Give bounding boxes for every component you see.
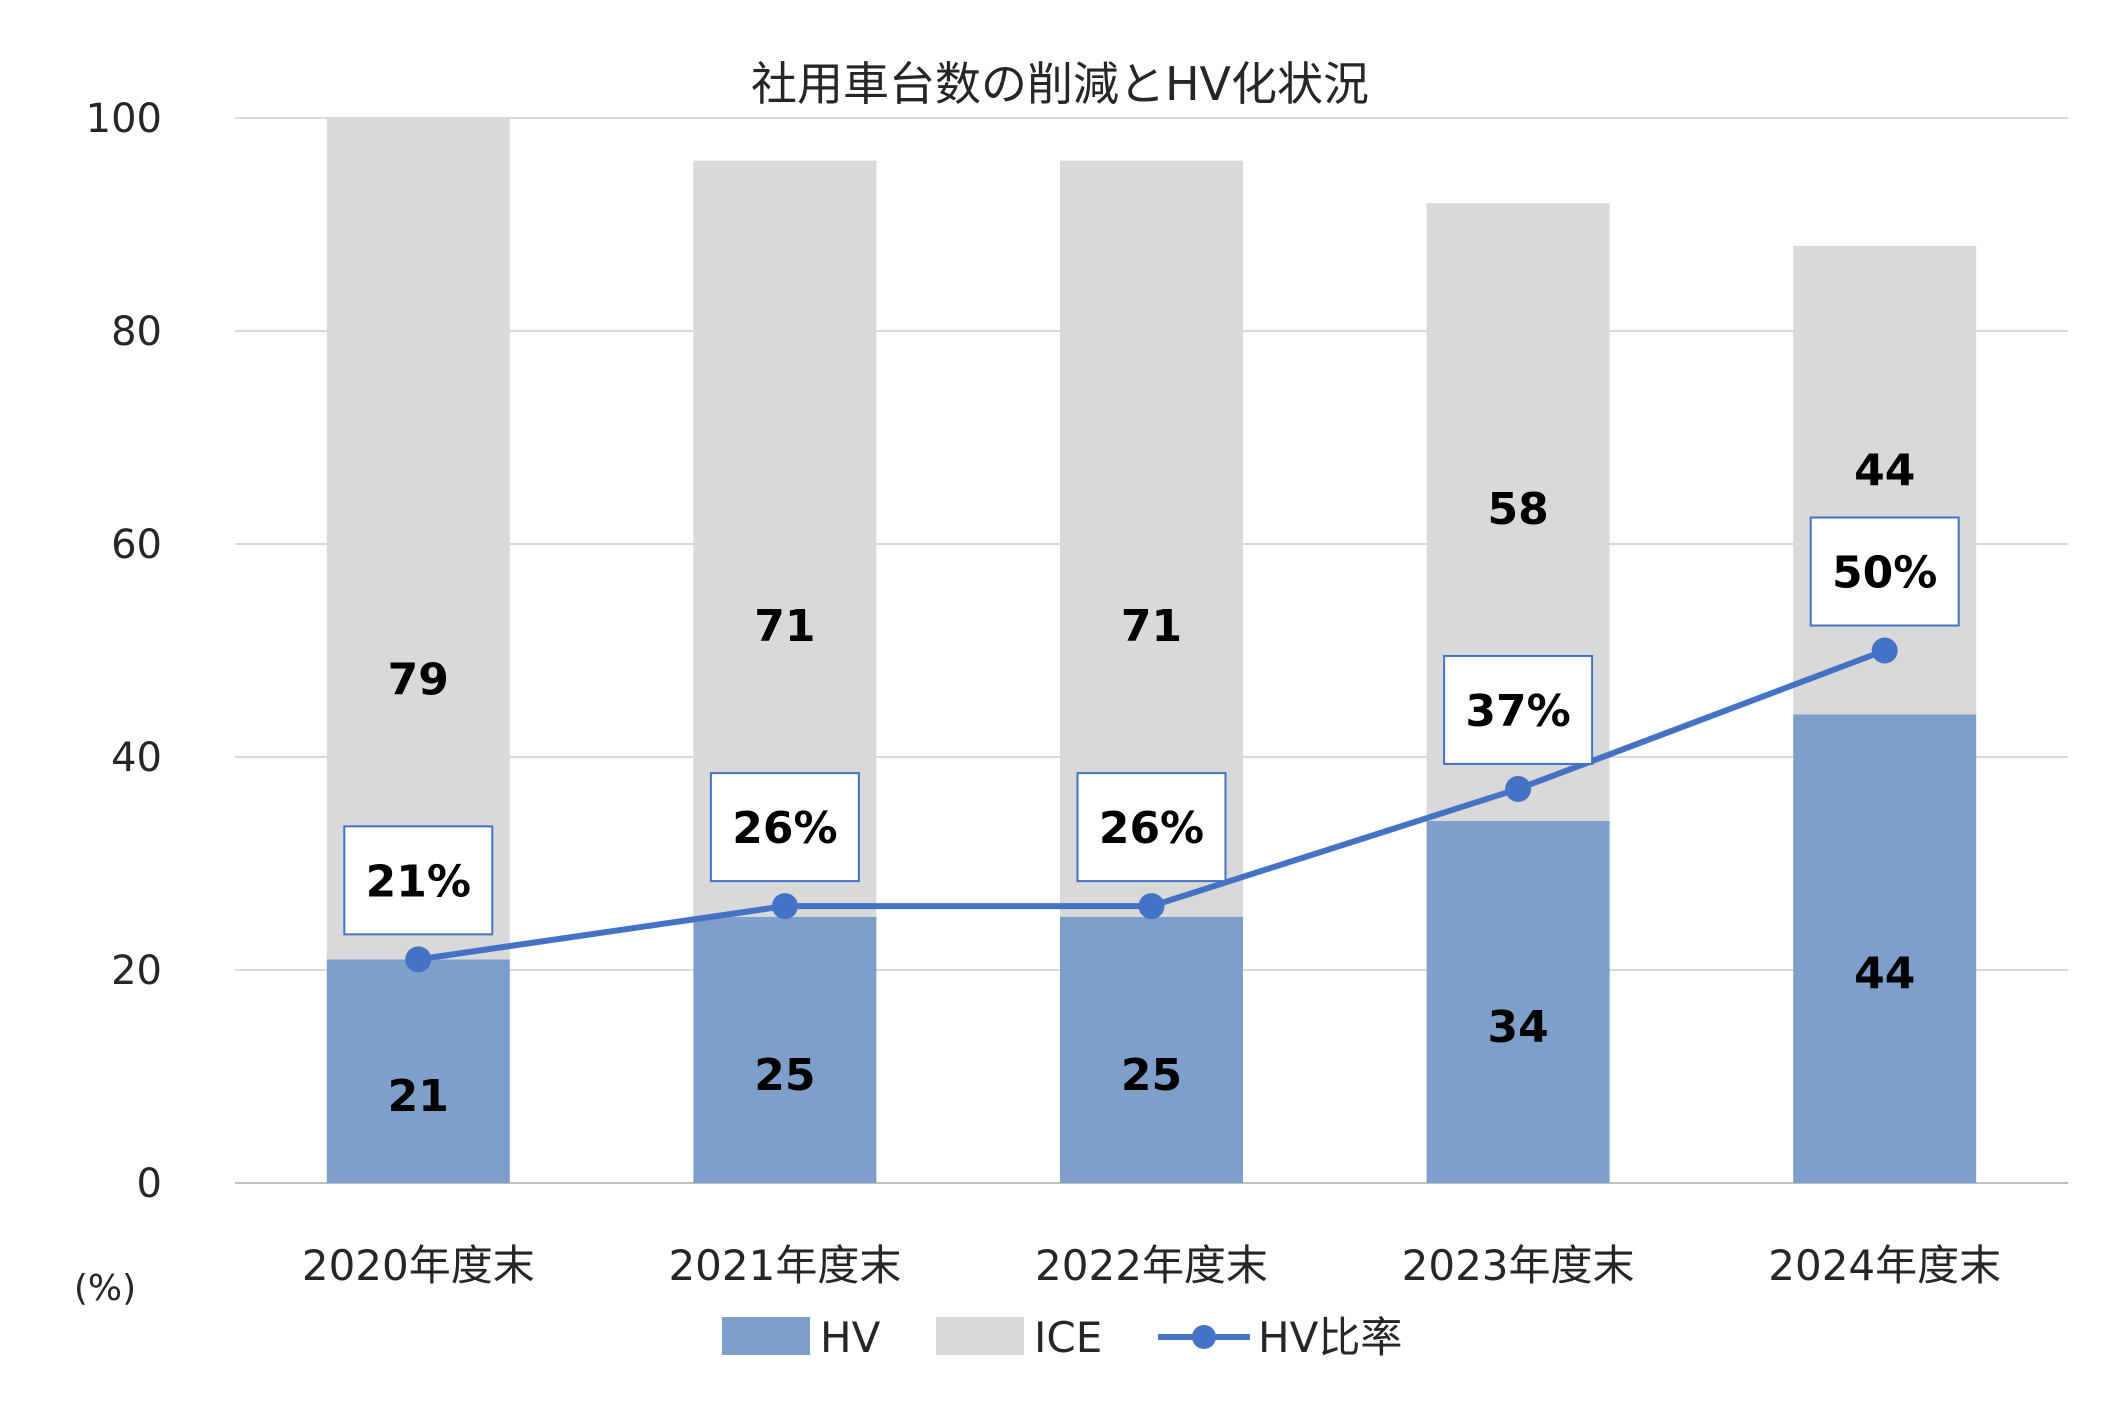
data-label-ice: 71 <box>754 601 815 652</box>
y-tick-label: 40 <box>111 735 162 781</box>
x-tick-label: 2022年度末 <box>1035 1241 1268 1290</box>
data-label-hv-ratio: 26% <box>732 803 837 854</box>
data-label-hv: 34 <box>1487 1002 1548 1053</box>
line-point-hv-ratio <box>1138 893 1165 920</box>
data-label-ice: 71 <box>1121 601 1182 652</box>
bar-ice-4 <box>1793 245 1977 715</box>
data-label-ice: 79 <box>388 654 449 705</box>
ratio-label-box <box>1443 654 1594 765</box>
legend-marker-hv-ratio <box>1192 1325 1216 1349</box>
legend-swatch-hv <box>722 1317 810 1355</box>
axis-layer: 0 20 40 60 80 100 2020年度末 2021年度末 2022年度末 2023年度末… <box>86 96 2002 1290</box>
y-tick-label: 0 <box>137 1161 162 1207</box>
x-tick-label: 2023年度末 <box>1402 1241 1635 1290</box>
y-tick-label: 80 <box>111 309 162 355</box>
data-label-hv: 21 <box>388 1071 449 1122</box>
legend-label-ice: ICE <box>1034 1313 1102 1362</box>
data-label-hv-ratio: 26% <box>1099 803 1204 854</box>
line-point-hv-ratio <box>771 893 798 920</box>
line-point-hv-ratio <box>1871 637 1898 664</box>
bar-hv-1 <box>693 916 877 1183</box>
data-label-ice: 44 <box>1854 446 1915 497</box>
line-layer <box>405 637 1898 973</box>
line-point-hv-ratio <box>1505 775 1532 802</box>
y-tick-label: 60 <box>111 522 162 568</box>
ratio-label-box <box>1076 772 1227 883</box>
bar-hv-0 <box>326 959 510 1183</box>
legend-label-hv: HV <box>820 1313 881 1362</box>
line-point-hv-ratio <box>405 946 432 973</box>
y-axis-unit-label: (%) <box>74 1268 136 1309</box>
x-tick-label: 2024年度末 <box>1768 1241 2001 1290</box>
data-label-hv: 25 <box>1121 1050 1182 1101</box>
data-label-hv-ratio: 21% <box>366 856 471 907</box>
label-layer: 21 79 25 71 25 71 34 58 44 44 21% 26% 26% 37% 50% <box>343 446 1960 1122</box>
bar-hv-3 <box>1426 820 1610 1183</box>
bar-ice-0 <box>326 118 510 960</box>
legend-label-hv-ratio: HV比率 <box>1258 1313 1402 1362</box>
ratio-label-box <box>1809 516 1960 627</box>
data-label-hv-ratio: 37% <box>1465 686 1570 737</box>
chart-title: 社用車台数の削減とHV化状況 <box>751 57 1369 111</box>
y-tick-label: 100 <box>86 96 162 142</box>
ratio-label-box <box>343 825 494 936</box>
data-label-hv-ratio: 50% <box>1832 548 1937 599</box>
x-tick-label: 2020年度末 <box>302 1241 535 1290</box>
legend-layer: HV ICE HV比率 <box>722 1313 1402 1362</box>
bar-hv-4 <box>1793 714 1977 1183</box>
data-label-hv: 25 <box>754 1050 815 1101</box>
x-tick-label: 2021年度末 <box>668 1241 901 1290</box>
data-label-ice: 58 <box>1487 484 1548 535</box>
legend-swatch-ice <box>936 1317 1024 1355</box>
y-tick-label: 20 <box>111 948 162 994</box>
bar-hv-2 <box>1060 916 1243 1183</box>
data-label-hv: 44 <box>1854 949 1915 1000</box>
ratio-label-box <box>709 772 860 883</box>
